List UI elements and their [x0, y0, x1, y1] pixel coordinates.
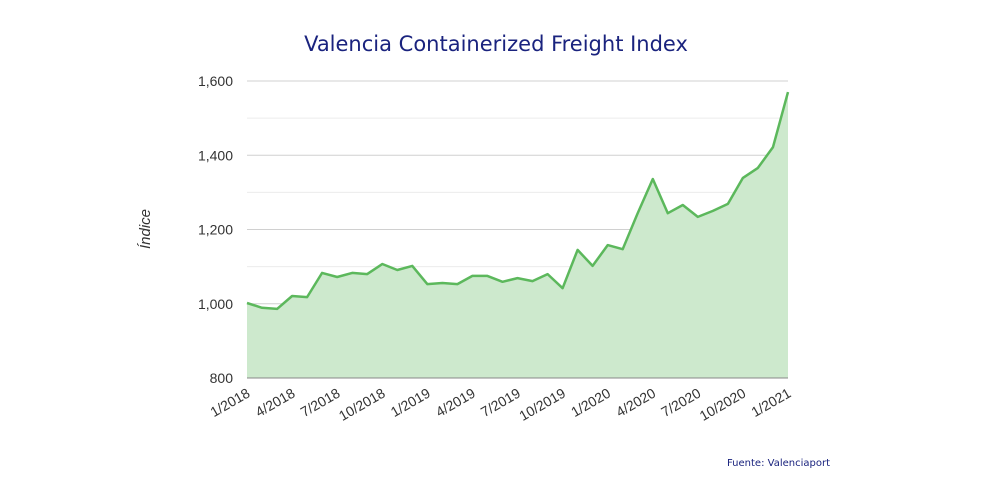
x-tick-label: 1/2018 — [207, 385, 252, 420]
x-tick-label: 4/2019 — [433, 385, 478, 420]
x-tick-label: 4/2020 — [613, 385, 658, 420]
x-tick-label: 10/2018 — [336, 385, 388, 424]
x-tick-label: 10/2020 — [697, 385, 749, 424]
x-tick-label: 7/2020 — [658, 385, 703, 420]
x-tick-label: 1/2020 — [568, 385, 613, 420]
source-note: Fuente: Valenciaport — [727, 458, 830, 469]
data-points — [246, 92, 789, 310]
x-tick-label: 10/2019 — [516, 385, 568, 424]
x-tick-label: 1/2021 — [748, 385, 793, 420]
x-tick-label: 7/2019 — [478, 385, 523, 420]
x-tick-label: 4/2018 — [252, 385, 297, 420]
x-tick-label: 7/2018 — [298, 385, 343, 420]
y-tick-label: 1,600 — [198, 73, 233, 89]
x-tick-label: 1/2019 — [388, 385, 433, 420]
chart-title: Valencia Containerized Freight Index — [304, 32, 688, 56]
y-tick-label: 800 — [210, 370, 234, 386]
y-tick-label: 1,400 — [198, 147, 233, 163]
y-axis-label: Índice — [137, 209, 154, 249]
y-tick-label: 1,000 — [198, 296, 233, 312]
area-fill — [247, 92, 788, 378]
y-tick-label: 1,200 — [198, 222, 233, 238]
